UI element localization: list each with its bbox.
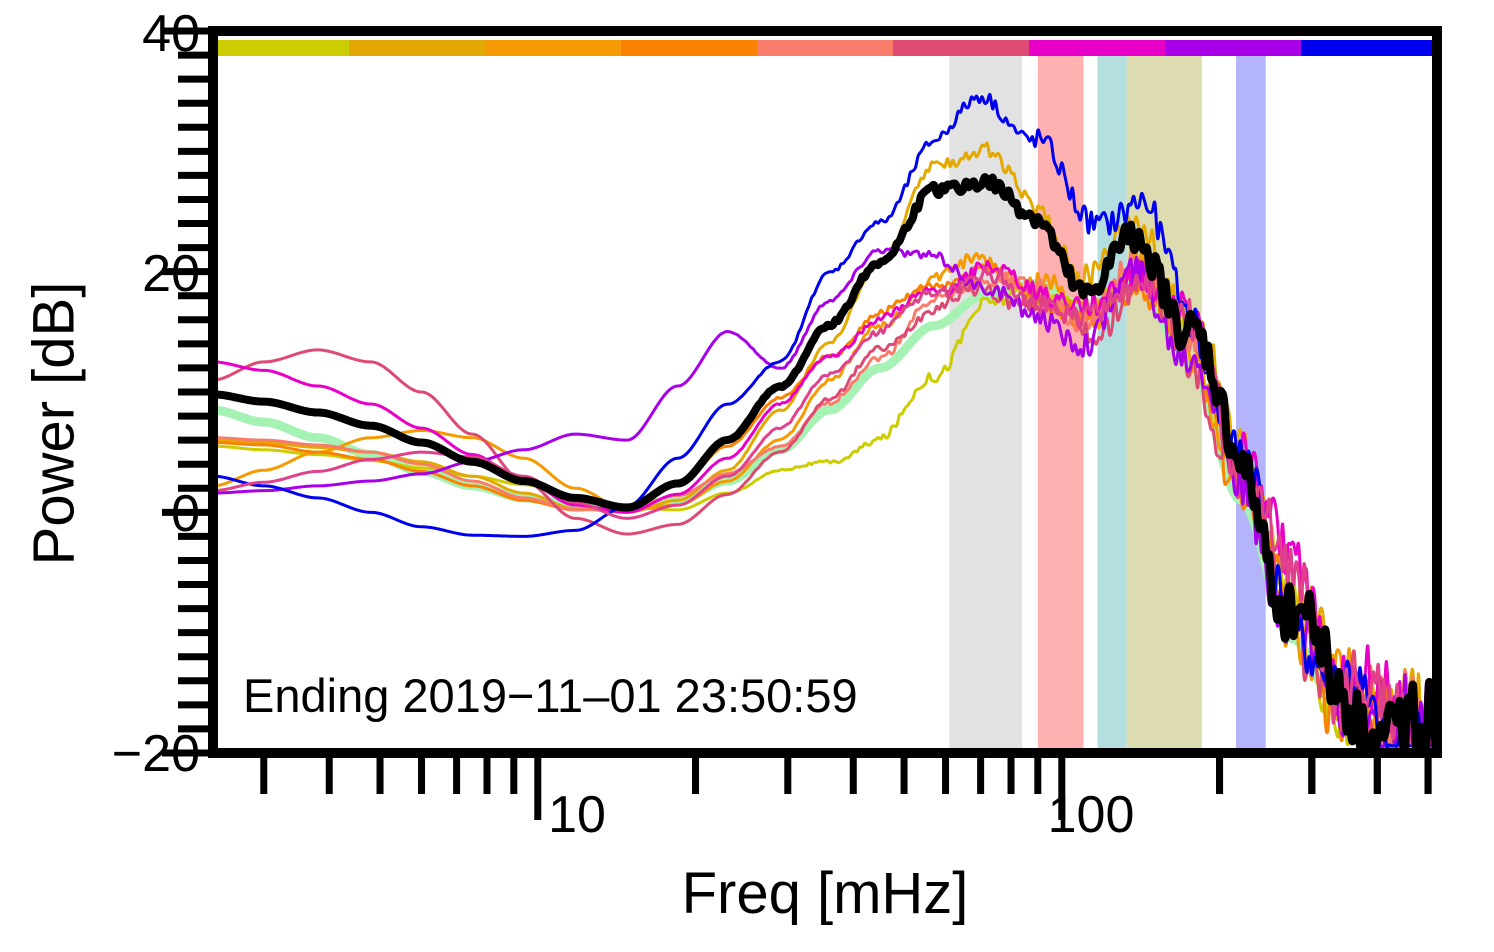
colorbar-seg-8	[1165, 40, 1302, 56]
curve-trace-purple	[211, 247, 1439, 750]
colorbar-seg-5	[757, 40, 894, 56]
band-cyan	[1097, 53, 1127, 753]
x-tick-label-10: 10	[548, 786, 606, 844]
axis-frame-top	[208, 26, 1442, 36]
axis-ticks-group	[162, 27, 1432, 820]
data-curves-group	[208, 92, 1442, 756]
colorbar-seg-4	[621, 40, 758, 56]
colorbar-seg-3	[485, 40, 622, 56]
curve-mean-black	[209, 173, 1441, 756]
curve-trace-pink2	[211, 265, 1439, 750]
colorbar-seg-1	[213, 40, 350, 56]
axis-frame-left	[208, 26, 218, 758]
band-pink	[1037, 53, 1084, 753]
colorbar-seg-2	[349, 40, 486, 56]
band-purple	[1236, 53, 1266, 753]
colorbar-group	[213, 40, 1438, 56]
band-khaki	[1126, 53, 1202, 753]
ending-timestamp-annotation: Ending 2019−11‒01 23:50:59	[243, 669, 858, 722]
axis-frame-bottom	[208, 748, 1442, 758]
axis-frame-group	[208, 26, 1442, 758]
colorbar-seg-7	[1029, 40, 1166, 56]
x-axis-title: Freq [mHz]	[681, 861, 969, 926]
axis-frame-right	[1432, 26, 1442, 758]
colorbar-seg-9	[1301, 40, 1438, 56]
colorbar-seg-6	[893, 40, 1030, 56]
curve-trace-blue	[211, 92, 1439, 750]
